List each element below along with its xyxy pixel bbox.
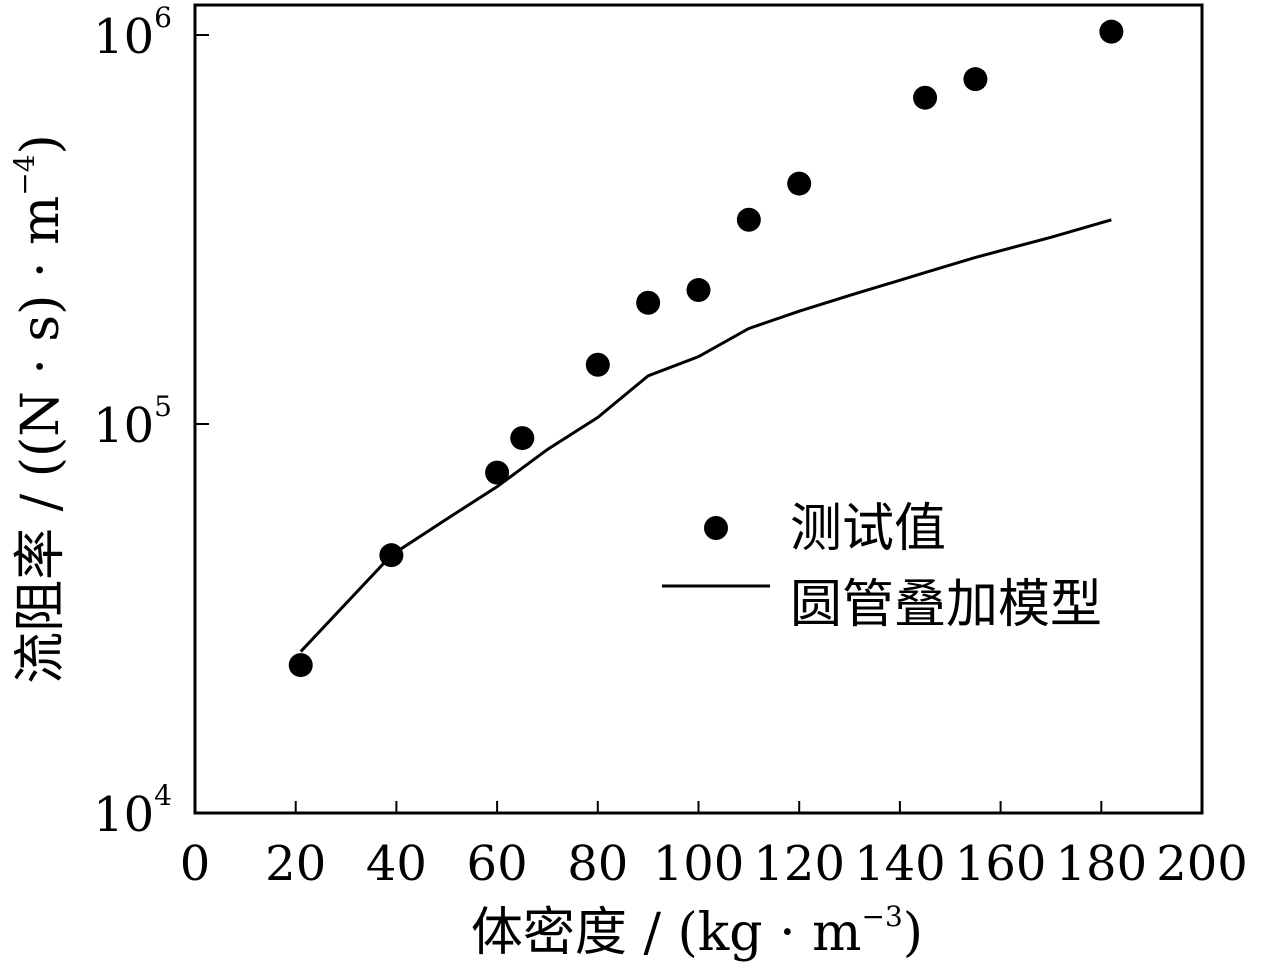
x-tick-label: 60 [467, 836, 528, 892]
data-point [636, 290, 661, 315]
legend: 测试值 圆管叠加模型 [662, 499, 1102, 635]
data-point [787, 171, 812, 196]
x-tick-label: 120 [753, 836, 845, 892]
x-tick-label: 0 [180, 836, 211, 892]
data-point [736, 207, 761, 232]
data-point [963, 67, 988, 92]
plot-frame [193, 3, 1204, 815]
y-tick-label: 104 [93, 779, 172, 843]
series-line-model [299, 218, 1112, 653]
y-tick-label: 105 [93, 390, 172, 454]
data-point [1099, 19, 1124, 44]
legend-label-points: 测试值 [790, 499, 946, 559]
x-tick-label: 180 [1055, 836, 1147, 892]
x-tick-label: 200 [1156, 836, 1248, 892]
x-tick-label: 160 [955, 836, 1047, 892]
x-tick-label: 40 [366, 836, 427, 892]
data-point [686, 278, 711, 303]
data-point [913, 85, 938, 110]
x-tick-label: 80 [567, 836, 628, 892]
x-tick-label: 20 [265, 836, 326, 892]
data-point [585, 352, 610, 377]
x-tick-label: 100 [653, 836, 745, 892]
x-axis-ticks: 0 20 40 60 80 100 120 140 160 180 200 [180, 801, 1248, 892]
legend-marker-points [704, 516, 728, 540]
data-point [485, 460, 510, 485]
series-layer [288, 19, 1124, 678]
y-tick-label: 106 [93, 1, 172, 65]
y-axis-title: 流阻率 / ((N · s) · m−4) [8, 134, 71, 684]
y-axis-ticks: 104 105 106 [93, 1, 209, 843]
x-axis-title: 体密度 / (kg · m−3) [471, 900, 923, 963]
data-point [510, 426, 535, 451]
legend-label-line: 圆管叠加模型 [790, 575, 1102, 635]
x-tick-label: 140 [854, 836, 946, 892]
data-point [288, 653, 313, 678]
